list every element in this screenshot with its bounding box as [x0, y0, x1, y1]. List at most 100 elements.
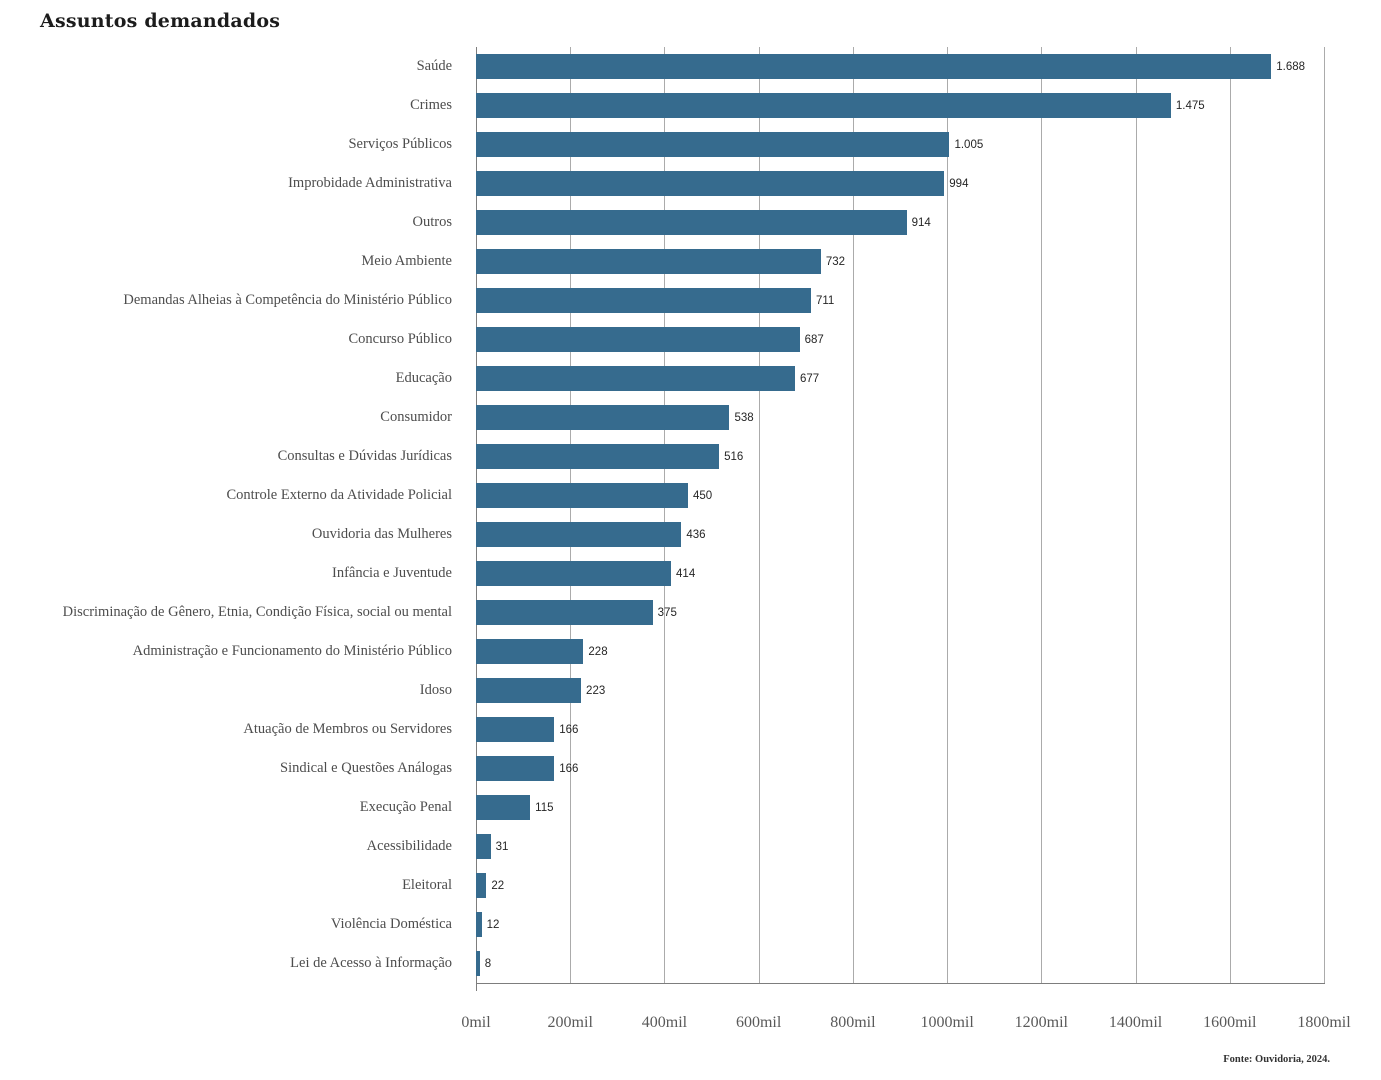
bar-row: Improbidade Administrativa 994: [0, 164, 1381, 203]
value-label: 228: [588, 645, 608, 658]
bar: [476, 288, 811, 313]
bar: [476, 834, 491, 859]
bar-row: Acessibilidade 31: [0, 827, 1381, 866]
x-tick-label: 600mil: [735, 1014, 782, 1031]
value-label: 994: [949, 177, 969, 190]
x-tick-label: 1800mil: [1297, 1014, 1351, 1031]
bar-track: 436: [476, 515, 1324, 554]
bar: [476, 600, 653, 625]
category-label: Improbidade Administrativa: [288, 175, 452, 191]
category-label: Ouvidoria das Mulheres: [311, 526, 452, 542]
bar-track: 1.688: [476, 47, 1324, 86]
bar-track: 516: [476, 437, 1324, 476]
bar-track: 914: [476, 203, 1324, 242]
bar-track: 22: [476, 866, 1324, 905]
bar: [476, 93, 1171, 118]
bar: [476, 561, 672, 586]
x-tick-label: 200mil: [547, 1014, 593, 1031]
bar-row: Educação 677: [0, 359, 1381, 398]
gridline: [1135, 47, 1137, 983]
value-label: 1.688: [1276, 60, 1306, 73]
bar-row: Controle Externo da Atividade Policial 45…: [0, 476, 1381, 515]
category-label: Outros: [412, 214, 452, 230]
category-label: Administração e Funcionamento do Ministé…: [132, 643, 452, 659]
bar: [476, 132, 950, 157]
value-label: 1.005: [954, 138, 984, 151]
category-label: Acessibilidade: [366, 838, 452, 854]
category-label: Educação: [395, 370, 452, 386]
category-label: Infância e Juventude: [332, 565, 452, 581]
x-tick-label: 1400mil: [1108, 1014, 1163, 1031]
bar: [476, 483, 688, 508]
value-label: 732: [825, 255, 846, 268]
bar-row: Consultas e Dúvidas Jurídicas 516: [0, 437, 1381, 476]
chart-title: Assuntos demandados: [40, 10, 281, 32]
value-label: 914: [911, 216, 931, 229]
x-tick-label: 1000mil: [920, 1014, 974, 1031]
bar-row: Idoso 223: [0, 671, 1381, 710]
value-label: 677: [799, 372, 820, 385]
category-label: Serviços Públicos: [348, 136, 452, 152]
bar-track: 12: [476, 905, 1324, 944]
bar-row: Consumidor 538: [0, 398, 1381, 437]
bar-row: Violência Doméstica 12: [0, 905, 1381, 944]
bar-track: 223: [476, 671, 1324, 710]
category-label: Saúde: [416, 58, 452, 74]
gridline: [1041, 47, 1043, 983]
bar-track: 8: [476, 944, 1324, 983]
value-label: 414: [676, 567, 696, 580]
value-label: 31: [495, 840, 509, 853]
bar: [476, 327, 800, 352]
value-label: 223: [586, 684, 606, 697]
category-label: Demandas Alheias à Competência do Minist…: [123, 292, 452, 308]
bar-row: Administração e Funcionamento do Ministé…: [0, 632, 1381, 671]
bar: [476, 171, 945, 196]
category-label: Consultas e Dúvidas Jurídicas: [277, 448, 452, 464]
x-tick-label: 400mil: [641, 1014, 688, 1031]
source-note: Fonte: Ouvidoria, 2024.: [1223, 1054, 1330, 1065]
value-label: 711: [815, 294, 835, 307]
gridline: [947, 47, 949, 983]
bar-track: 732: [476, 242, 1324, 281]
bar-row: Execução Penal 115: [0, 788, 1381, 827]
bar: [476, 756, 555, 781]
bar: [476, 366, 795, 391]
category-label: Sindical e Questões Análogas: [280, 760, 452, 776]
gridlines-layer: [476, 47, 1325, 983]
gridline: [758, 47, 760, 983]
bar: [476, 249, 821, 274]
x-axis-tick-labels: 0mil 200mil 400mil 600mil 800mil 1000mil 1200m…: [461, 1014, 1350, 1038]
x-axis-zero-tick: [476, 983, 477, 991]
bar: [476, 795, 531, 820]
bar-track: 414: [476, 554, 1324, 593]
category-label: Meio Ambiente: [361, 253, 452, 269]
bar: [476, 639, 584, 664]
value-label: 436: [686, 528, 706, 541]
value-label: 115: [535, 801, 554, 814]
value-label: 166: [559, 762, 579, 775]
category-label: Lei de Acesso à Informação: [290, 955, 452, 971]
value-label: 22: [491, 879, 505, 892]
y-axis-line: [476, 47, 477, 983]
category-label: Eleitoral: [402, 877, 452, 893]
category-label: Atuação de Membros ou Servidores: [243, 721, 452, 737]
value-label: 538: [734, 411, 754, 424]
bar-track: 1.475: [476, 86, 1324, 125]
bar-track: 375: [476, 593, 1324, 632]
value-label: 687: [804, 333, 824, 346]
bar-track: 450: [476, 476, 1324, 515]
value-label: 1.475: [1175, 99, 1205, 112]
bar: [476, 678, 582, 703]
bar: [476, 444, 720, 469]
bar-row: Saúde 1.688: [0, 47, 1381, 86]
gridline: [852, 47, 854, 983]
x-tick-label: 1600mil: [1203, 1014, 1257, 1031]
bar-row: Lei de Acesso à Informação 8: [0, 944, 1381, 983]
x-tick-label: 0mil: [461, 1014, 491, 1031]
bar: [476, 951, 480, 976]
bar: [476, 405, 730, 430]
bar: [476, 873, 487, 898]
category-label: Concurso Público: [348, 331, 452, 347]
bar-track: 228: [476, 632, 1324, 671]
